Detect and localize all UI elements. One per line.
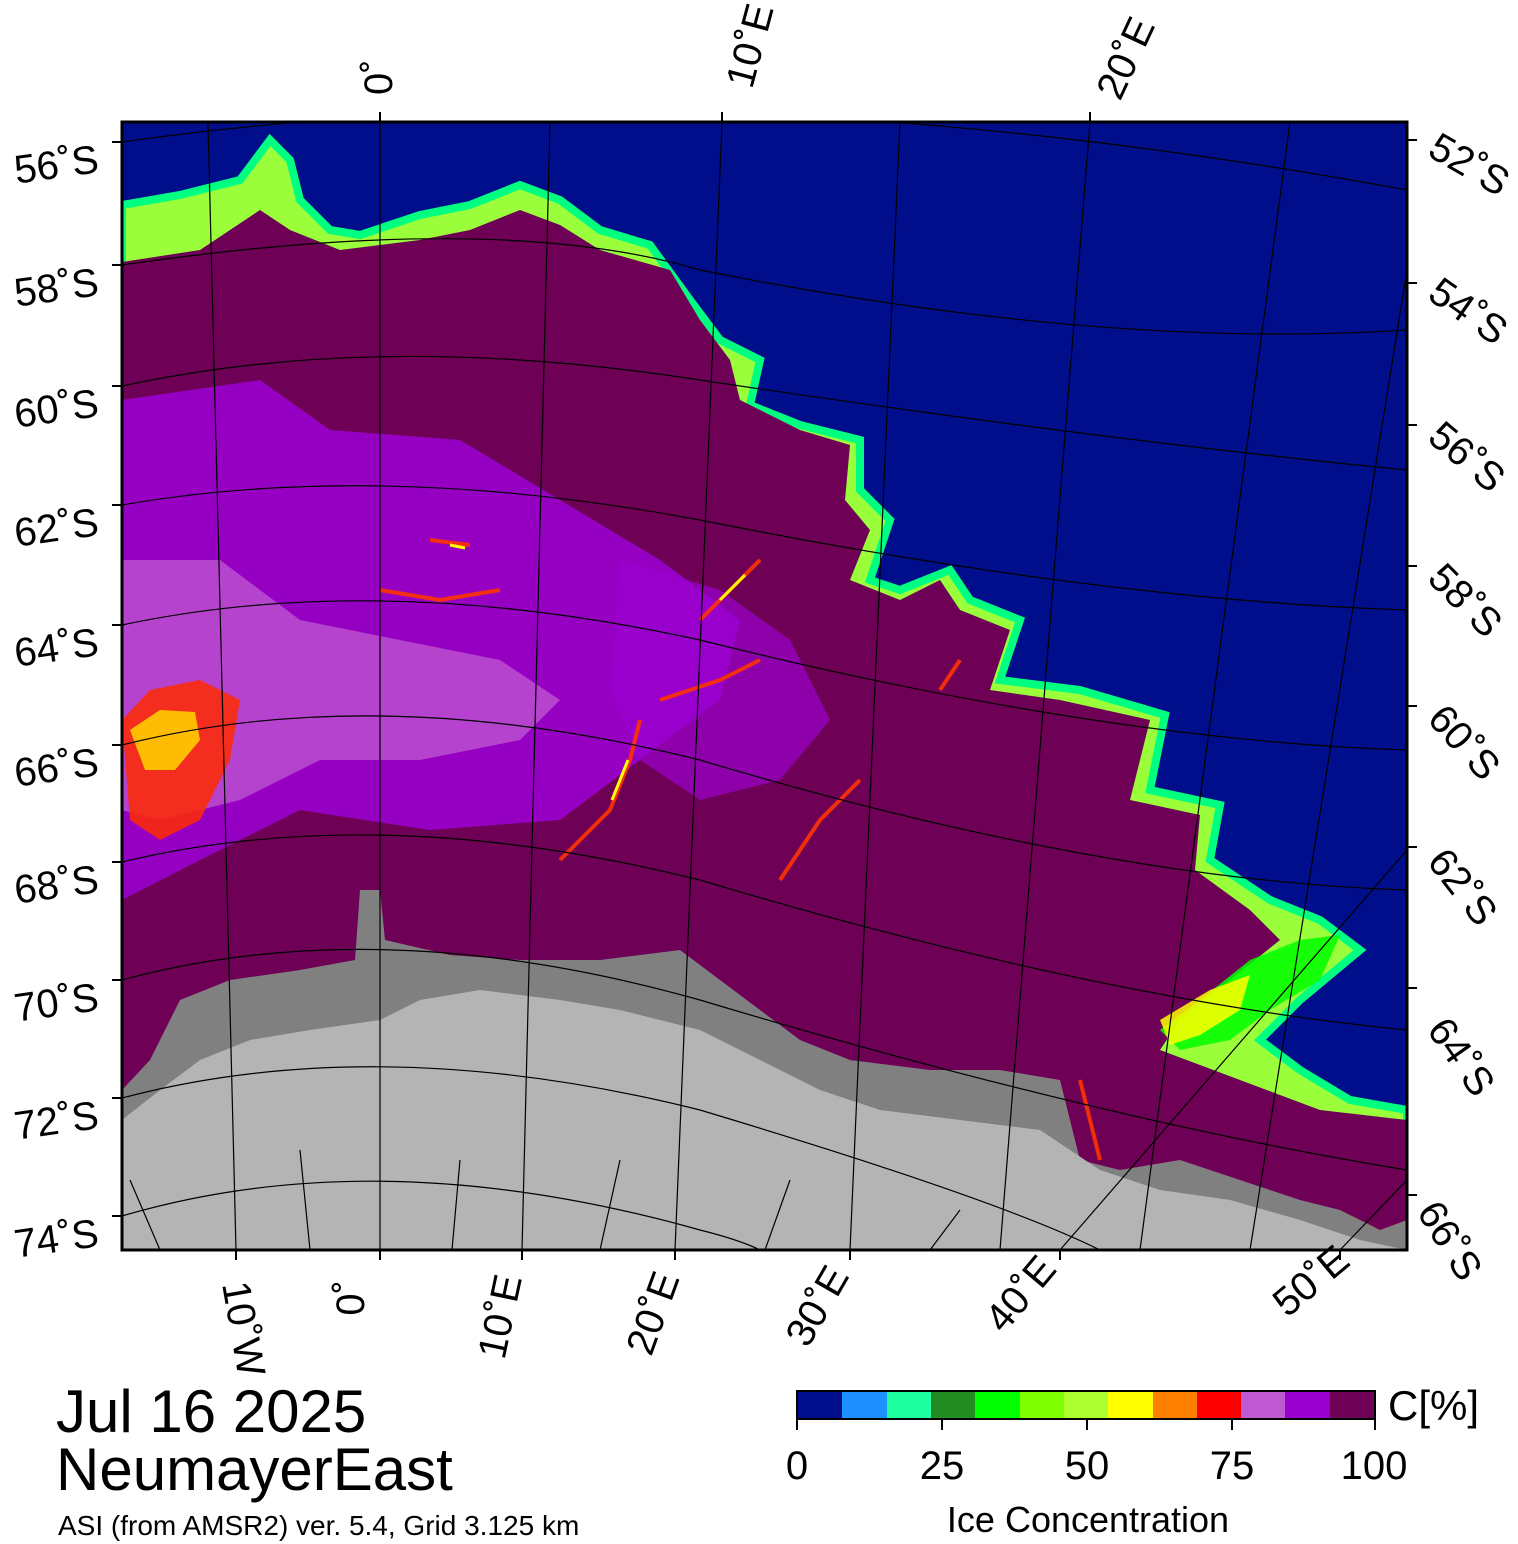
- color-scale-tickmark: [1374, 1420, 1376, 1430]
- color-scale-tick-50: 50: [1064, 1444, 1110, 1488]
- left-label-64s: 64˚S: [11, 620, 101, 675]
- left-label-60s: 60˚S: [11, 381, 101, 436]
- top-label-0: 0˚: [357, 59, 401, 95]
- right-label-64s: 64˚S: [1419, 1010, 1504, 1104]
- left-label-70s: 70˚S: [11, 975, 101, 1030]
- color-scale-unit: C[%]: [1388, 1382, 1480, 1429]
- left-label-72s: 72˚S: [11, 1093, 101, 1148]
- color-scale-segment: [975, 1392, 1020, 1418]
- left-label-62s: 62˚S: [11, 500, 101, 555]
- map-date: Jul 16 2025: [56, 1378, 367, 1445]
- lead-streaks-yellow: [449, 543, 747, 801]
- bottom-label-20e: 20˚E: [618, 1266, 688, 1360]
- left-label-68s: 68˚S: [11, 857, 101, 912]
- color-scale-segment: [930, 1392, 976, 1418]
- top-label-20e: 20˚E: [1088, 11, 1164, 106]
- bottom-label-10w: 10˚W: [213, 1278, 273, 1380]
- color-scale-bar: [796, 1390, 1376, 1420]
- color-scale-segment: [1241, 1392, 1286, 1418]
- data-source: ASI (from AMSR2) ver. 5.4, Grid 3.125 km: [58, 1510, 580, 1541]
- marginal-ice-zone-east-yellow: [1160, 975, 1250, 1045]
- right-label-60s: 60˚S: [1419, 697, 1508, 789]
- color-scale-segment: [886, 1392, 931, 1418]
- frame-ticks: [112, 112, 1417, 1260]
- color-scale-title: Ice Concentration: [946, 1499, 1230, 1540]
- color-scale-tick-0: 0: [785, 1444, 809, 1488]
- color-scale-tick-100: 100: [1340, 1444, 1408, 1488]
- mixed-ice-patch: [122, 560, 560, 820]
- color-scale-segment: [1196, 1392, 1242, 1418]
- color-scale-tickmark: [1231, 1420, 1233, 1430]
- land: [122, 990, 1407, 1250]
- left-label-56s: 56˚S: [11, 137, 101, 192]
- map-frame: [120, 120, 1409, 1252]
- right-label-54s: 54˚S: [1421, 269, 1515, 354]
- color-scale-segment: [1152, 1392, 1197, 1418]
- right-label-58s: 58˚S: [1420, 555, 1511, 646]
- color-scale-segment: [1019, 1392, 1064, 1418]
- color-scale-segment: [842, 1392, 887, 1418]
- left-label-66s: 66˚S: [11, 740, 101, 795]
- right-label-62s: 62˚S: [1419, 840, 1506, 934]
- color-scale-tick-75: 75: [1209, 1444, 1255, 1488]
- region-name: NeumayerEast: [56, 1436, 453, 1503]
- color-scale-segment: [1329, 1392, 1375, 1418]
- right-label-66s: 66˚S: [1408, 1193, 1490, 1288]
- right-label-56s: 56˚S: [1420, 413, 1513, 501]
- bottom-label-40e: 40˚E: [977, 1248, 1065, 1341]
- right-label-52s: 52˚S: [1422, 125, 1517, 205]
- color-scale-segment: [1285, 1392, 1330, 1418]
- bottom-label-0: 0˚: [329, 1280, 373, 1316]
- color-scale-segment: [1063, 1392, 1109, 1418]
- left-label-58s: 58˚S: [11, 260, 101, 315]
- bottom-label-30e: 30˚E: [777, 1259, 857, 1354]
- left-label-74s: 74˚S: [11, 1211, 101, 1266]
- longitude-lines: [129, 122, 1407, 1250]
- polynya-core-west: [130, 710, 200, 770]
- color-scale-tickmark: [941, 1420, 943, 1430]
- color-scale-tick-25: 25: [919, 1444, 965, 1488]
- color-scale-tickmark: [1086, 1420, 1088, 1430]
- color-scale-segment: [798, 1392, 843, 1418]
- bottom-label-10e: 10˚E: [470, 1271, 531, 1363]
- top-label-10e: 10˚E: [718, 0, 782, 92]
- color-scale-tickmark: [796, 1420, 798, 1430]
- color-scale-segment: [1108, 1392, 1153, 1418]
